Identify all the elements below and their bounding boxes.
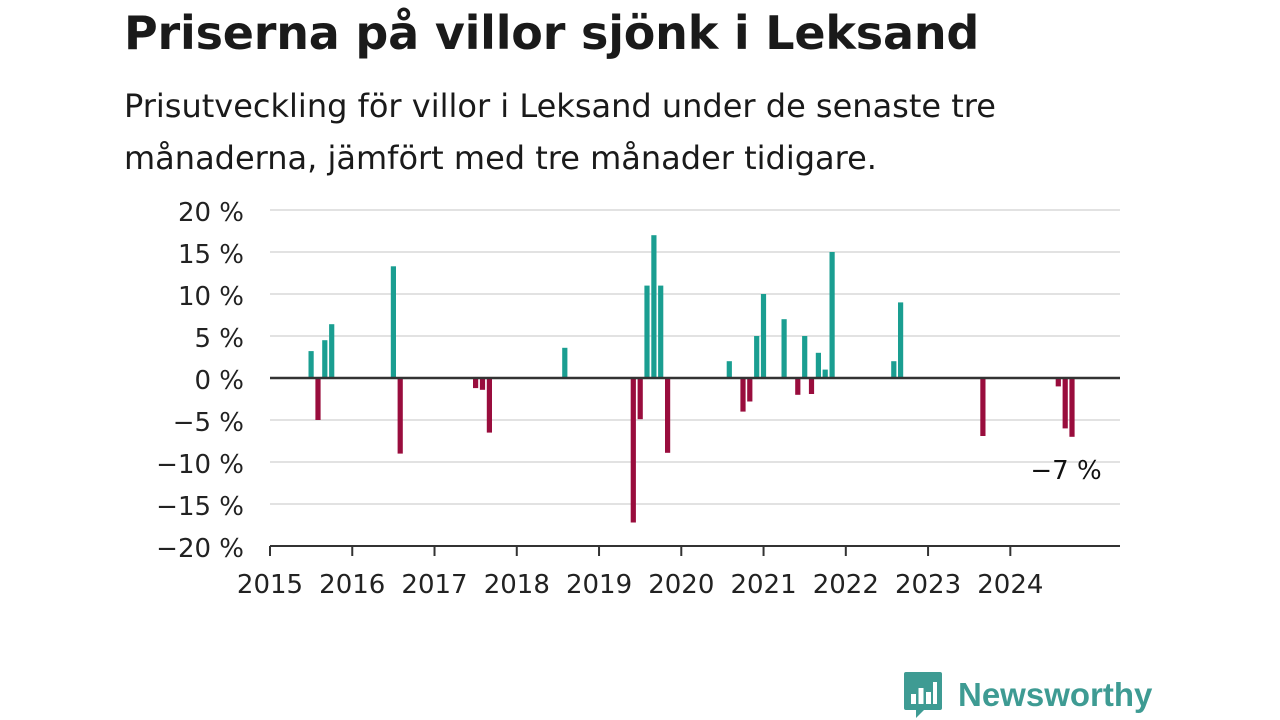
bar bbox=[726, 361, 732, 378]
bar bbox=[630, 378, 636, 523]
bar bbox=[980, 378, 986, 436]
y-tick-label: 15 % bbox=[178, 240, 244, 270]
bar bbox=[479, 378, 486, 390]
brand-name: Newsworthy bbox=[958, 676, 1153, 713]
x-tick-label: 2016 bbox=[319, 570, 385, 600]
bar bbox=[1062, 378, 1068, 429]
bar bbox=[1069, 378, 1075, 437]
y-tick-label: 20 % bbox=[178, 198, 244, 228]
bar bbox=[397, 378, 403, 454]
bar bbox=[308, 351, 314, 378]
bar bbox=[658, 285, 664, 378]
bar bbox=[891, 361, 897, 378]
bar bbox=[781, 319, 787, 378]
bar bbox=[760, 294, 767, 378]
chart-title: Priserna på villor sjönk i Leksand bbox=[124, 6, 980, 60]
bar bbox=[802, 336, 808, 378]
x-axis-labels: 2015 2016 2017 2018 2019 2020 2021 2022 2023 2024 bbox=[237, 570, 1043, 600]
bar bbox=[486, 378, 492, 433]
x-tick-label: 2024 bbox=[977, 570, 1043, 600]
chart-subtitle: Prisutveckling för villor i Leksand unde… bbox=[124, 87, 996, 177]
annotations: −7 % bbox=[1030, 456, 1101, 486]
y-tick-label: −10 % bbox=[156, 450, 244, 480]
bar bbox=[473, 378, 479, 389]
newsworthy-logo-icon bbox=[904, 672, 942, 718]
x-tick-label: 2022 bbox=[813, 570, 879, 600]
bar bbox=[747, 378, 753, 402]
bar bbox=[390, 266, 396, 378]
y-tick-label: 10 % bbox=[178, 282, 244, 312]
grid-lines bbox=[270, 209, 1120, 505]
x-tick-label: 2023 bbox=[895, 570, 961, 600]
bar bbox=[795, 378, 801, 395]
bar bbox=[315, 378, 321, 420]
x-tick-label: 2020 bbox=[648, 570, 714, 600]
x-tick-label: 2021 bbox=[730, 570, 796, 600]
bar bbox=[644, 285, 650, 378]
bar bbox=[1055, 378, 1061, 387]
bar bbox=[898, 302, 904, 378]
y-axis-labels: 20 % 15 % 10 % 5 % 0 % −5 % −10 % −15 % −20 % bbox=[156, 198, 244, 564]
bar bbox=[754, 336, 760, 378]
axes bbox=[269, 376, 1120, 556]
x-tick-label: 2017 bbox=[401, 570, 467, 600]
y-tick-label: −15 % bbox=[156, 492, 244, 522]
bar bbox=[651, 235, 657, 378]
y-tick-label: 0 % bbox=[194, 366, 244, 396]
bars bbox=[308, 235, 1075, 523]
bar bbox=[829, 252, 835, 378]
x-tick-label: 2019 bbox=[566, 570, 632, 600]
x-tick-label: 2015 bbox=[237, 570, 303, 600]
bar bbox=[665, 378, 671, 453]
y-tick-label: 5 % bbox=[194, 324, 244, 354]
value-annotation: −7 % bbox=[1030, 456, 1101, 486]
bar bbox=[329, 324, 335, 378]
y-tick-label: −5 % bbox=[173, 408, 244, 438]
bar bbox=[808, 378, 815, 394]
bar bbox=[637, 378, 643, 420]
bar bbox=[822, 369, 828, 378]
x-tick-label: 2018 bbox=[484, 570, 550, 600]
brand-logo: Newsworthy bbox=[902, 670, 1152, 720]
bar bbox=[562, 347, 568, 378]
y-tick-label: −20 % bbox=[156, 534, 244, 564]
bar bbox=[322, 340, 328, 378]
bar bbox=[740, 378, 746, 412]
bar bbox=[815, 352, 821, 378]
